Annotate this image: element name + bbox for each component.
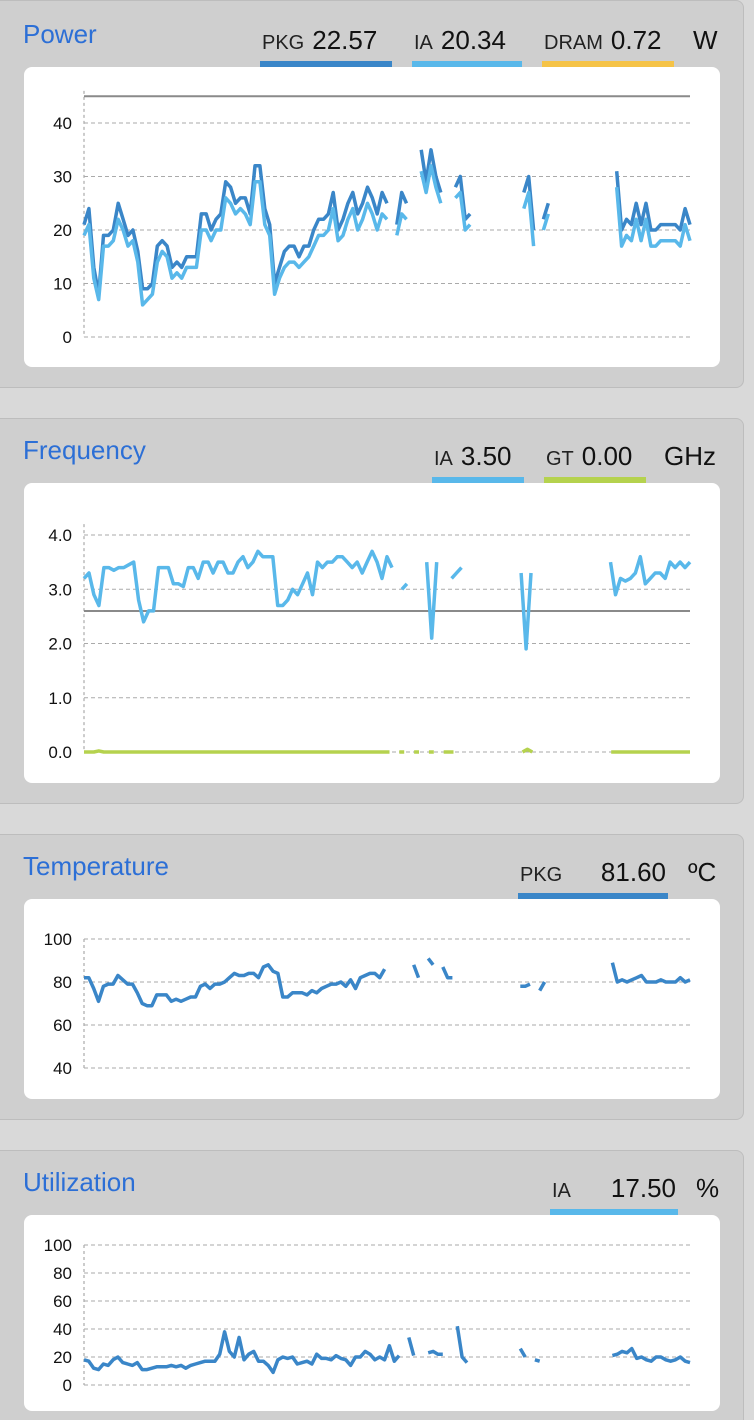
power-unit: W [693,25,718,55]
legend-ia[interactable]: IA 3.50 [432,441,524,483]
legend-pkg[interactable]: PKG 22.57 [260,25,392,67]
y-tick-label: 30 [53,168,72,187]
utilization-plot: 0 20 40 60 80 100 [44,1236,691,1395]
y-tick-label: 40 [53,1320,72,1339]
legend-dram[interactable]: DRAM 0.72 [542,25,674,67]
series-line-ia [82,549,692,651]
legend-ia[interactable]: IA 20.34 [412,25,522,67]
power-title: Power [23,19,97,49]
utilization-chart: 0 20 40 60 80 100 [24,1215,720,1411]
temperature-legend: PKG 81.60 [518,853,668,899]
legend-ia-value: 17.50 [610,1173,676,1203]
legend-gt-label: GT [546,448,574,470]
y-tick-label: 4.0 [48,526,72,545]
y-tick-label: 40 [53,114,72,133]
temperature-panel: Temperature PKG 81.60 ºC 40 60 80 100 [0,834,744,1120]
power-plot: 0 10 20 30 40 [53,90,692,347]
legend-gt-swatch [544,477,646,483]
frequency-chart: 0.0 1.0 2.0 3.0 4.0 [24,483,720,783]
y-tick-label: 3.0 [48,580,72,599]
y-tick-label: 80 [53,973,72,992]
frequency-panel: Frequency IA 3.50 GT 0.00 GHz 0.0 1.0 2.0 3… [0,418,744,804]
utilization-legend: IA 17.50 [550,1169,678,1215]
frequency-plot: 0.0 1.0 2.0 3.0 4.0 [48,524,692,762]
frequency-legend: IA 3.50 GT 0.00 [432,437,646,483]
y-tick-label: 10 [53,275,72,294]
y-tick-label: 0 [63,1376,72,1395]
legend-ia-value: 3.50 [460,441,512,471]
power-legend: PKG 22.57 IA 20.34 DRAM 0.72 [260,21,674,67]
series-line-gt [84,747,690,754]
power-panel: Power PKG 22.57 IA 20.34 DRAM 0.72 W 0 10… [0,0,744,388]
utilization-unit: % [696,1173,720,1203]
legend-pkg[interactable]: PKG 81.60 [518,857,668,899]
temperature-unit: ºC [688,857,717,887]
legend-pkg-value: 81.60 [600,857,666,887]
legend-pkg-swatch [518,893,668,899]
legend-ia[interactable]: IA 17.50 [550,1173,678,1215]
legend-dram-value: 0.72 [610,25,662,55]
legend-pkg-swatch [260,61,392,67]
y-tick-label: 80 [53,1264,72,1283]
series-line-ia [83,1325,691,1375]
legend-ia-swatch [412,61,522,67]
legend-ia-value: 20.34 [440,25,506,55]
y-tick-label: 20 [53,1348,72,1367]
power-chart: 0 10 20 30 40 [24,67,720,367]
legend-ia-swatch [432,477,524,483]
legend-pkg-label: PKG [520,864,563,886]
y-tick-label: 100 [44,1236,72,1255]
utilization-title: Utilization [23,1167,136,1197]
temperature-title: Temperature [23,851,169,881]
legend-ia-label: IA [434,448,453,470]
series-line-ia [82,164,692,307]
y-tick-label: 1.0 [48,689,72,708]
legend-pkg-label: PKG [262,32,305,54]
legend-ia-label: IA [414,32,433,54]
legend-dram-swatch [542,61,674,67]
y-tick-label: 100 [44,930,72,949]
legend-ia-swatch [550,1209,678,1215]
utilization-panel: Utilization IA 17.50 % 0 20 40 60 80 100 [0,1150,744,1420]
y-tick-label: 40 [53,1059,72,1078]
series-line-pkg [84,957,691,1008]
y-tick-label: 20 [53,221,72,240]
legend-gt-value: 0.00 [581,441,633,471]
legend-gt[interactable]: GT 0.00 [544,441,646,483]
y-tick-label: 60 [53,1292,72,1311]
legend-pkg-value: 22.57 [312,25,378,55]
frequency-title: Frequency [23,435,146,465]
y-tick-label: 0 [63,328,72,347]
temperature-plot: 40 60 80 100 [44,930,691,1078]
frequency-unit: GHz [664,441,716,471]
legend-ia-label: IA [552,1180,571,1202]
y-tick-label: 0.0 [48,743,72,762]
temperature-chart: 40 60 80 100 [24,899,720,1099]
legend-dram-label: DRAM [544,32,603,54]
y-tick-label: 2.0 [48,635,72,654]
y-tick-label: 60 [53,1016,72,1035]
